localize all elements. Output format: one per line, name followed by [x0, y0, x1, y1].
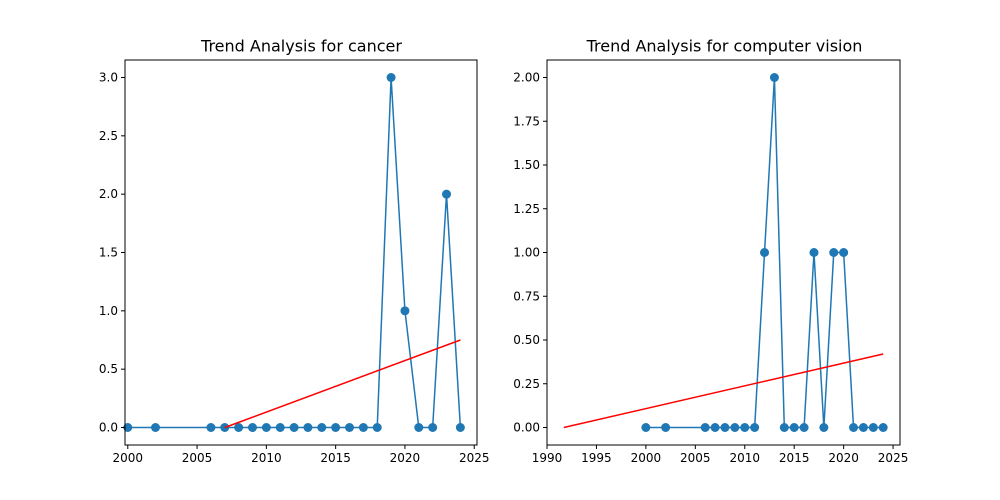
chart-cancer: Trend Analysis for cancer 2000 2005 2010 20… — [99, 37, 490, 466]
data-point — [386, 73, 396, 82]
data-point — [829, 248, 839, 257]
data-point — [661, 423, 671, 432]
y-tick-label: 2.00 — [513, 71, 540, 85]
data-point — [760, 248, 770, 257]
data-point — [358, 423, 368, 432]
data-point — [839, 248, 849, 257]
x-tick-label: 1990 — [532, 451, 563, 465]
x-tick-label: 2025 — [878, 451, 909, 465]
x-tick-label: 2000 — [112, 451, 143, 465]
data-point — [858, 423, 868, 432]
data-point — [710, 423, 720, 432]
data-point — [809, 248, 819, 257]
y-tick-label: 0.50 — [513, 333, 540, 347]
data-point — [799, 423, 809, 432]
y-tick-label: 1.75 — [513, 114, 540, 128]
data-point — [123, 423, 133, 432]
data-point — [878, 423, 888, 432]
y-tick-label: 0.00 — [513, 421, 540, 435]
y-tick-label: 2.0 — [99, 187, 118, 201]
data-point — [275, 423, 285, 432]
data-point — [455, 423, 465, 432]
y-tick-label: 3.0 — [99, 71, 118, 85]
trend-line — [224, 339, 461, 429]
y-tick-label: 0.75 — [513, 289, 540, 303]
data-point — [414, 423, 424, 432]
x-axis: 1990 1995 2000 2005 2010 2015 2020 2025 — [532, 445, 909, 465]
x-tick-label: 2025 — [459, 451, 490, 465]
data-point — [400, 306, 410, 316]
y-tick-label: 1.5 — [99, 246, 118, 260]
x-tick-label: 2015 — [320, 451, 351, 465]
data-point — [700, 423, 710, 432]
plot-area — [563, 73, 888, 432]
data-point — [234, 423, 244, 432]
y-axis: 0.00 0.25 0.50 0.75 1.00 1.25 1.50 1.75 2.00 — [513, 71, 547, 435]
plot-area — [123, 73, 465, 432]
data-point — [428, 423, 438, 432]
data-point — [779, 423, 789, 432]
x-tick-label: 2005 — [680, 451, 711, 465]
y-tick-label: 1.25 — [513, 202, 540, 216]
y-tick-label: 1.50 — [513, 158, 540, 172]
trend-line — [563, 353, 884, 429]
x-tick-label: 2020 — [390, 451, 421, 465]
x-tick-label: 2000 — [631, 451, 662, 465]
y-tick-label: 1.0 — [99, 304, 118, 318]
data-point — [750, 423, 760, 432]
x-tick-label: 2010 — [251, 451, 282, 465]
data-point — [372, 423, 382, 432]
data-point — [819, 423, 829, 432]
chart-title: Trend Analysis for computer vision — [586, 37, 863, 56]
x-tick-label: 2005 — [182, 451, 213, 465]
data-point — [303, 423, 313, 432]
data-point — [641, 423, 651, 432]
y-tick-label: 0.25 — [513, 377, 540, 391]
x-tick-label: 2020 — [828, 451, 859, 465]
data-point — [730, 423, 740, 432]
data-point — [740, 423, 750, 432]
data-point — [849, 423, 859, 432]
x-tick-label: 2015 — [779, 451, 810, 465]
data-point — [247, 423, 257, 432]
data-point — [868, 423, 878, 432]
chart-computer-vision: Trend Analysis for computer vision 1990 1… — [513, 37, 908, 466]
data-point — [345, 423, 355, 432]
data-point — [317, 423, 327, 432]
data-point — [206, 423, 216, 432]
y-tick-label: 0.5 — [99, 362, 118, 376]
data-point — [289, 423, 299, 432]
x-tick-label: 1995 — [581, 451, 612, 465]
data-point — [720, 423, 730, 432]
y-axis: 0.0 0.5 1.0 1.5 2.0 2.5 3.0 — [99, 71, 125, 435]
x-axis: 2000 2005 2010 2015 2020 2025 — [112, 445, 490, 465]
data-point — [331, 423, 341, 432]
y-tick-label: 2.5 — [99, 129, 118, 143]
data-point — [789, 423, 799, 432]
y-tick-label: 1.00 — [513, 246, 540, 260]
chart-title: Trend Analysis for cancer — [200, 37, 402, 56]
data-point — [261, 423, 271, 432]
y-tick-label: 0.0 — [99, 421, 118, 435]
data-point — [150, 423, 160, 432]
x-tick-label: 2010 — [729, 451, 760, 465]
data-point — [769, 73, 779, 82]
data-point — [442, 189, 452, 199]
